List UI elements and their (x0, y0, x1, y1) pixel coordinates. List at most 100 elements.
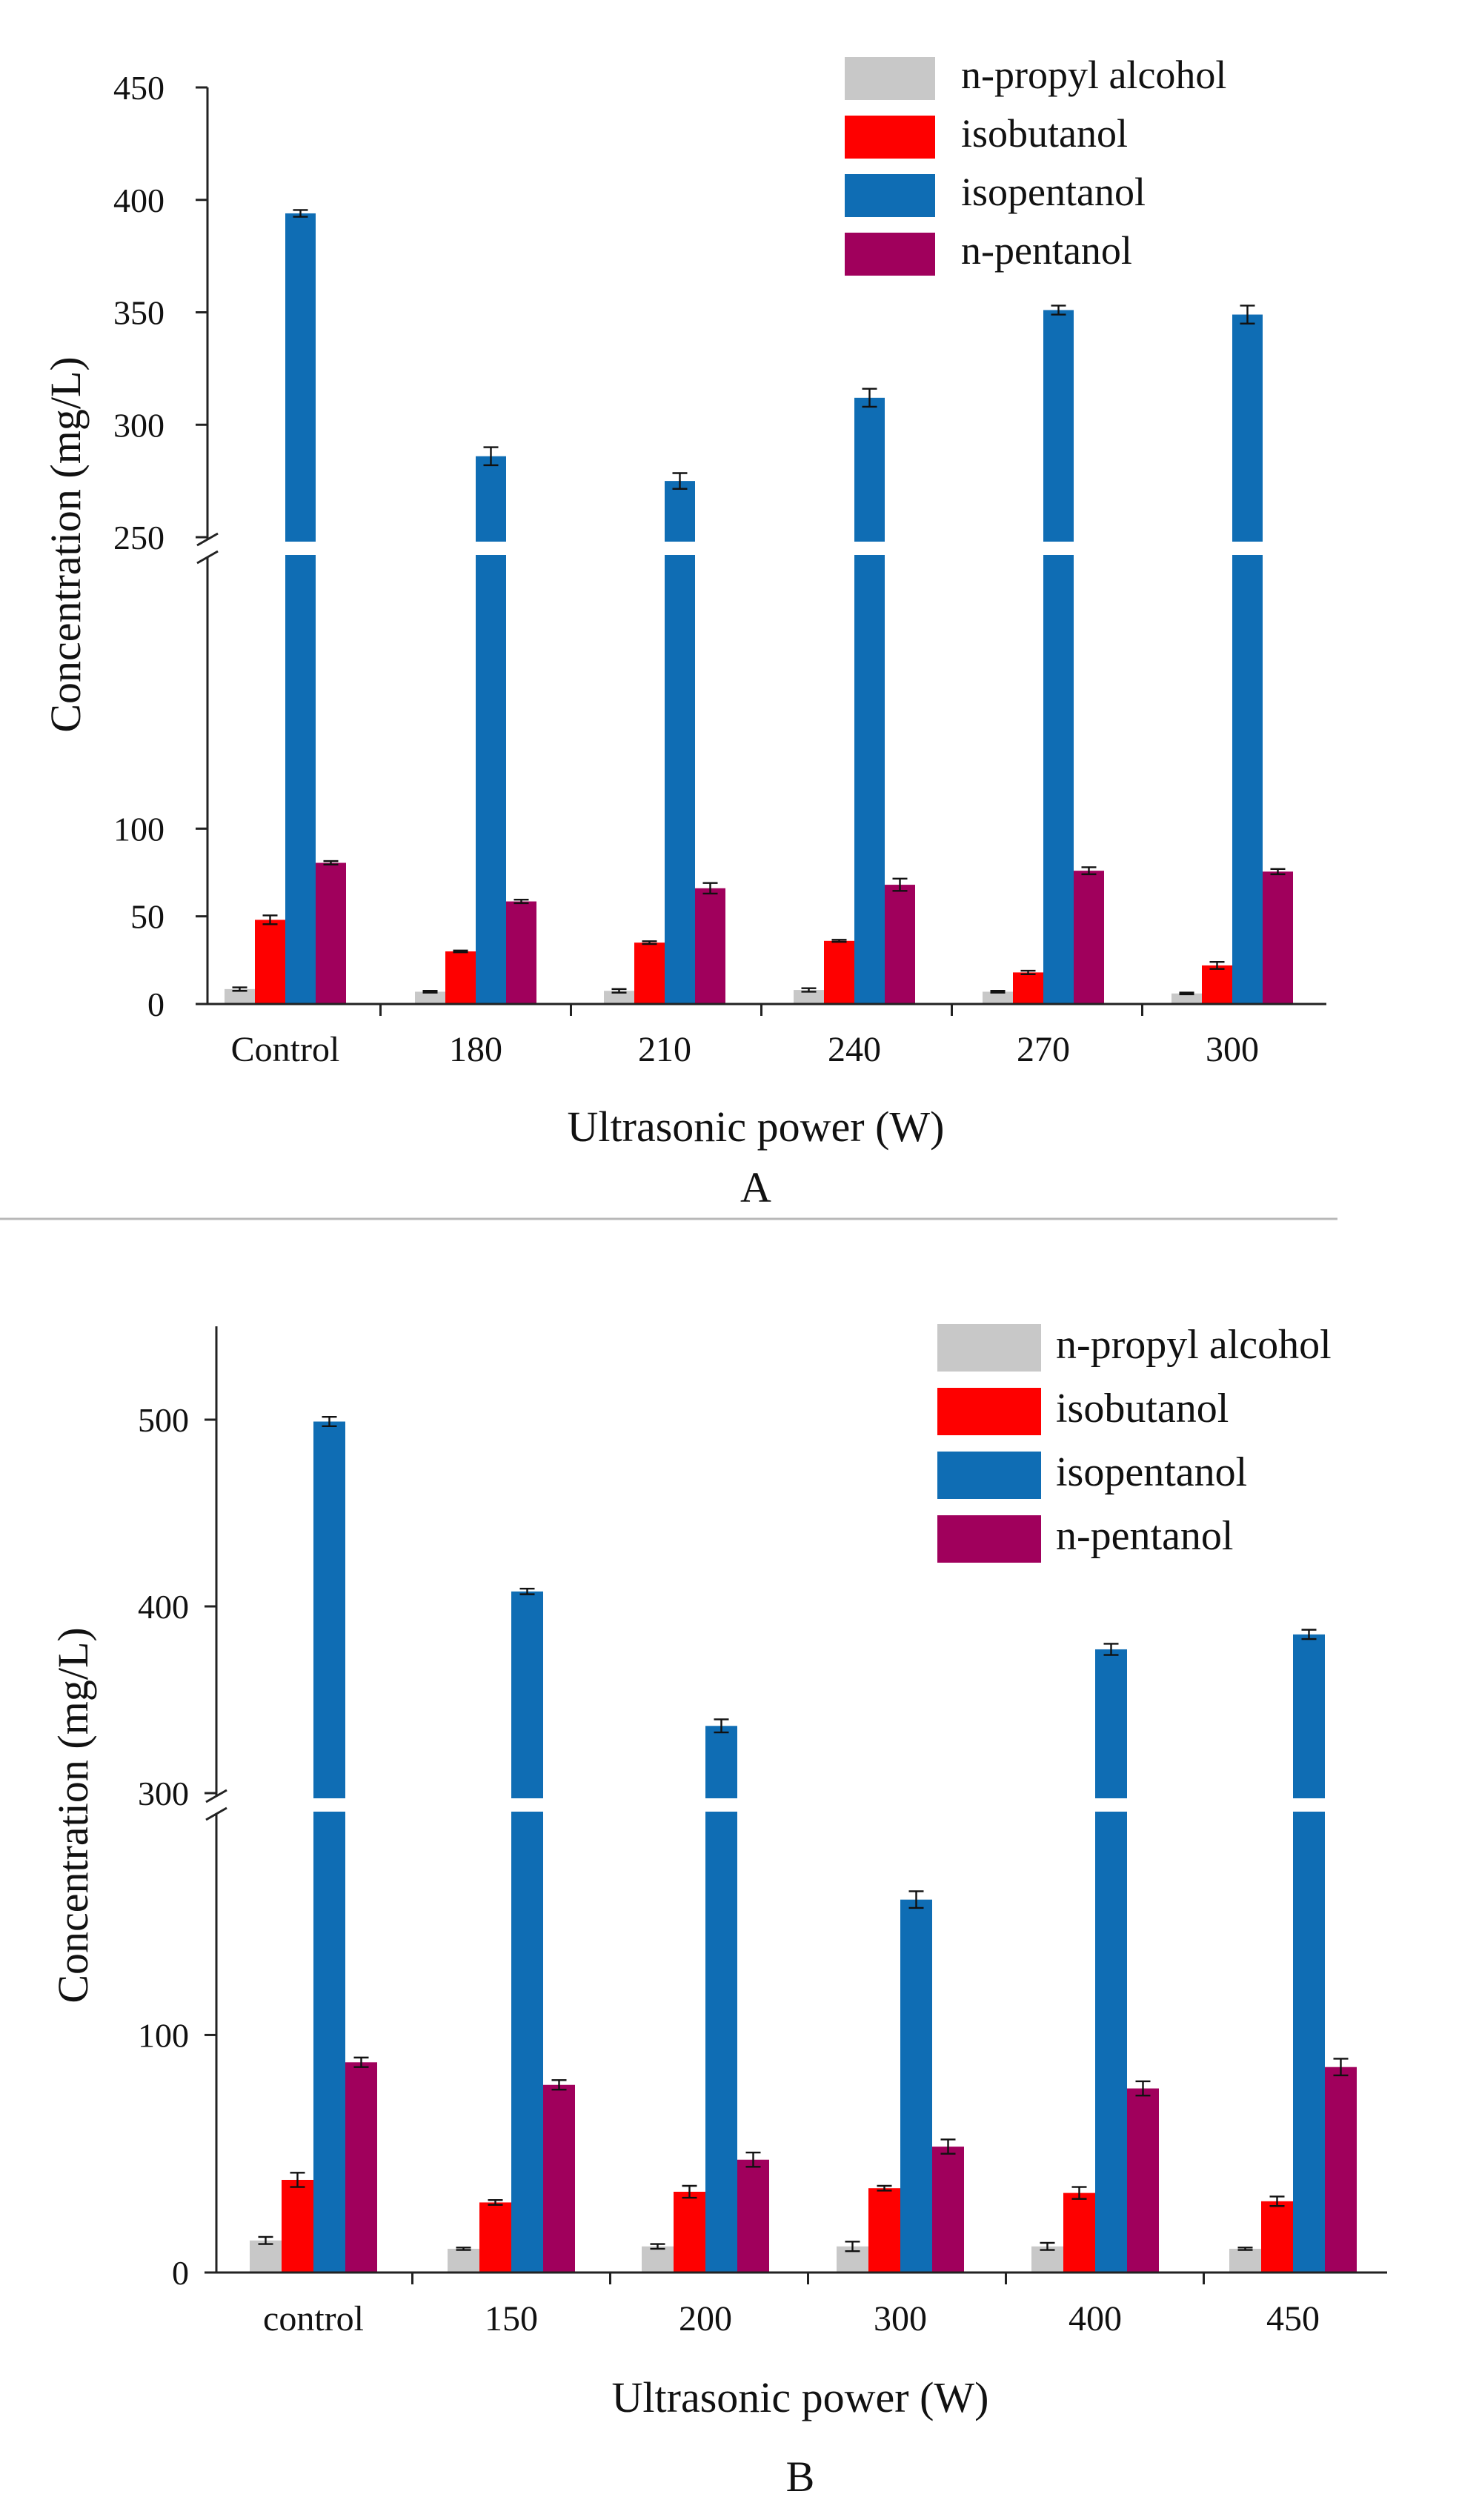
panel-b-bar (543, 2084, 575, 2273)
panel-b-error-bar (1237, 2247, 1253, 2251)
panel-a-error-bar (831, 939, 847, 943)
panel-b-error-bar (1040, 2241, 1055, 2251)
panel-a-error-bar (453, 949, 468, 954)
panel-b-axis-break-mark (205, 1806, 227, 1821)
panel-a-bar (983, 991, 1013, 1004)
panel-b-x-tick-label: control (263, 2299, 364, 2338)
panel-a-error-bar (262, 914, 278, 925)
panel-b-bar (674, 2192, 705, 2273)
panel-a-bar (665, 481, 695, 1004)
panel-b-bar (479, 2202, 511, 2273)
panel-b-x-tick-label: 300 (874, 2299, 927, 2338)
panel-a-error-bar (1081, 866, 1097, 876)
panel-b-error-bar (877, 2184, 892, 2192)
panel-a-bar (316, 862, 346, 1004)
panel-b-error-bar (258, 2235, 273, 2245)
panel-b-x-tick-label: 150 (485, 2299, 538, 2338)
panel-a-legend-label: n-pentanol (961, 228, 1132, 273)
panel-a-y-tick-label: 350 (113, 294, 164, 332)
panel-b-y-tick-label: 0 (172, 2254, 189, 2292)
panel-a-chart: 0 50 100 250 300 350 400 450 Control 180 210 240 270… (113, 53, 1326, 1069)
panel-b-error-bar (940, 2138, 956, 2155)
panel-b-error-bar (488, 2199, 503, 2206)
panel-b-y-axis-label: Concentration (mg/L) (49, 1627, 97, 2003)
panel-a-error-bar (892, 877, 908, 892)
panel-a-bar (1074, 871, 1104, 1004)
panel-b-error-bar (456, 2247, 471, 2251)
panel-b-axis-break-mark (205, 1789, 227, 1803)
panel-b-y-tick-label: 400 (138, 1588, 189, 1626)
panel-a-error-bar (672, 472, 688, 490)
panel-a-error-bar (514, 898, 529, 905)
panel-b-bar (1261, 2201, 1293, 2273)
panel-a-legend-swatch (845, 174, 935, 217)
panel-a-bar (634, 942, 665, 1004)
panel-a-error-bar (1179, 991, 1194, 996)
panel-a-x-tick-label: Control (231, 1030, 340, 1069)
panel-b-error-bar (1269, 2195, 1285, 2207)
panel-a-y-tick-label: 0 (147, 985, 164, 1023)
panel-a-error-bar (1209, 961, 1225, 970)
panel-b-error-bar (322, 1416, 337, 1428)
panel-b-bar (737, 2159, 769, 2273)
panel-a-error-bar (232, 986, 247, 992)
panel-a-y-tick-label: 250 (113, 519, 164, 556)
panel-b-error-bar (353, 2056, 369, 2068)
panel-b-error-bar (745, 2151, 761, 2168)
panel-b-chart: 0 100 300 400 500 control 150 200 300 400 450 n-pro… (138, 1322, 1387, 2338)
panel-b-bar (345, 2062, 377, 2273)
panel-b-bar (448, 2248, 479, 2273)
panel-b-bar (1293, 1634, 1325, 2273)
panel-b-error-bar (290, 2172, 305, 2188)
panel-a-x-axis-label: Ultrasonic power (W) (568, 1103, 945, 1151)
panel-a-error-bar (702, 882, 718, 895)
panel-a-legend-label: isobutanol (961, 111, 1128, 156)
panel-a-legend-swatch (845, 57, 935, 100)
panel-a-bar (794, 990, 824, 1004)
panel-a-bar (476, 456, 506, 1004)
panel-b-legend-swatch (937, 1388, 1041, 1435)
panel-b-error-bar (1301, 1629, 1317, 1640)
panel-b-error-bar (1103, 1643, 1119, 1656)
panel-b-bar (313, 1421, 345, 2273)
panel-b-error-bar (1135, 2080, 1151, 2097)
panel-a-bar (1202, 965, 1232, 1004)
panel-a-bar (415, 991, 445, 1004)
panel-b-axis-break-gap (219, 1798, 1387, 1812)
panel-a-bar (824, 940, 854, 1004)
panel-b-legend-swatch (937, 1515, 1041, 1563)
panel-a-x-tick-label: 180 (449, 1030, 502, 1069)
panel-b-bar (511, 1591, 543, 2273)
panel-a-x-tick-label: 240 (828, 1030, 881, 1069)
panel-a-y-tick-label: 50 (130, 898, 164, 936)
panel-b-bar (705, 1726, 737, 2273)
panel-a-bar (854, 397, 885, 1004)
panel-b-error-bar (1333, 2058, 1349, 2077)
panel-a-legend-swatch (845, 116, 935, 159)
panel-a-error-bar (642, 940, 657, 945)
panel-a-legend-label: n-propyl alcohol (961, 53, 1226, 97)
panel-b-bar (932, 2147, 964, 2273)
panel-b-legend-label: n-pentanol (1056, 1513, 1233, 1559)
panel-a-y-tick-label: 300 (113, 406, 164, 444)
panel-b-error-bar (1071, 2186, 1087, 2200)
panel-b-error-bar (650, 2243, 665, 2250)
panel-a-x-tick-label: 300 (1206, 1030, 1259, 1069)
panel-a-x-tick-label: 210 (638, 1030, 691, 1069)
panel-b-x-axis-label: Ultrasonic power (W) (612, 2373, 989, 2421)
panel-a-bar (506, 901, 536, 1004)
panel-a-y-tick-label: 450 (113, 69, 164, 107)
panel-a-error-bar (801, 987, 817, 993)
panel-b-x-tick-label: 450 (1266, 2299, 1320, 2338)
panel-b-legend-label: isobutanol (1056, 1386, 1229, 1432)
panel-a-y-axis-label: Concentration (mg/L) (41, 356, 90, 732)
panel-a-bar (255, 920, 285, 1004)
panel-a-bar (604, 991, 634, 1004)
panel-b-bar (1095, 1649, 1127, 2273)
panel-b-bar (282, 2179, 313, 2273)
panel-b-bar (1127, 2088, 1159, 2273)
panel-a-axis-break-mark (196, 532, 219, 547)
panel-a-error-bar (1020, 969, 1036, 975)
panel-a-error-bar (293, 209, 308, 218)
